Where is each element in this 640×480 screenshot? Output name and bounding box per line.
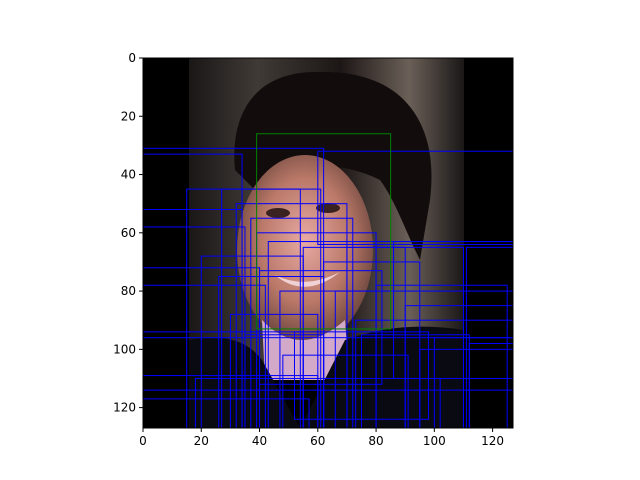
x-tick-label: 60 [310, 434, 325, 448]
x-axis: 0 20 40 60 80 100 120 [139, 428, 504, 448]
candidate-box [259, 270, 383, 385]
candidate-box [143, 208, 243, 428]
y-tick-label: 40 [121, 168, 136, 182]
image-area [143, 58, 513, 428]
right-eye [316, 203, 340, 213]
x-tick-label: 40 [252, 434, 267, 448]
y-tick-label: 0 [128, 51, 136, 65]
y-tick-label: 80 [121, 284, 136, 298]
y-tick-label: 100 [113, 342, 136, 356]
candidate-box [143, 398, 310, 428]
y-tick-label: 20 [121, 109, 136, 123]
x-tick-label: 0 [139, 434, 147, 448]
face [237, 155, 373, 345]
y-tick-label: 120 [113, 401, 136, 415]
candidate-box [229, 313, 319, 428]
candidate-box [468, 343, 513, 428]
candidate-box [293, 331, 430, 420]
x-tick-label: 120 [481, 434, 504, 448]
axes-frame [142, 57, 514, 429]
mouth [275, 272, 340, 287]
candidate-box [194, 377, 441, 428]
left-eye [266, 208, 290, 218]
shirt [189, 326, 464, 428]
candidate-box [317, 150, 513, 245]
candidate-box [221, 188, 322, 428]
candidate-box [323, 261, 421, 428]
candidate-box [143, 226, 246, 428]
y-tick-label: 60 [121, 226, 136, 240]
neck [262, 320, 350, 380]
candidate-box [250, 217, 354, 428]
y-axis: 0 20 40 60 80 100 120 [113, 51, 143, 415]
face-detection-box [256, 133, 392, 330]
x-tick-label: 80 [368, 434, 383, 448]
x-tick-label: 100 [423, 434, 446, 448]
x-tick-label: 20 [194, 434, 209, 448]
candidate-box [334, 290, 513, 428]
candidate-box [393, 241, 513, 379]
